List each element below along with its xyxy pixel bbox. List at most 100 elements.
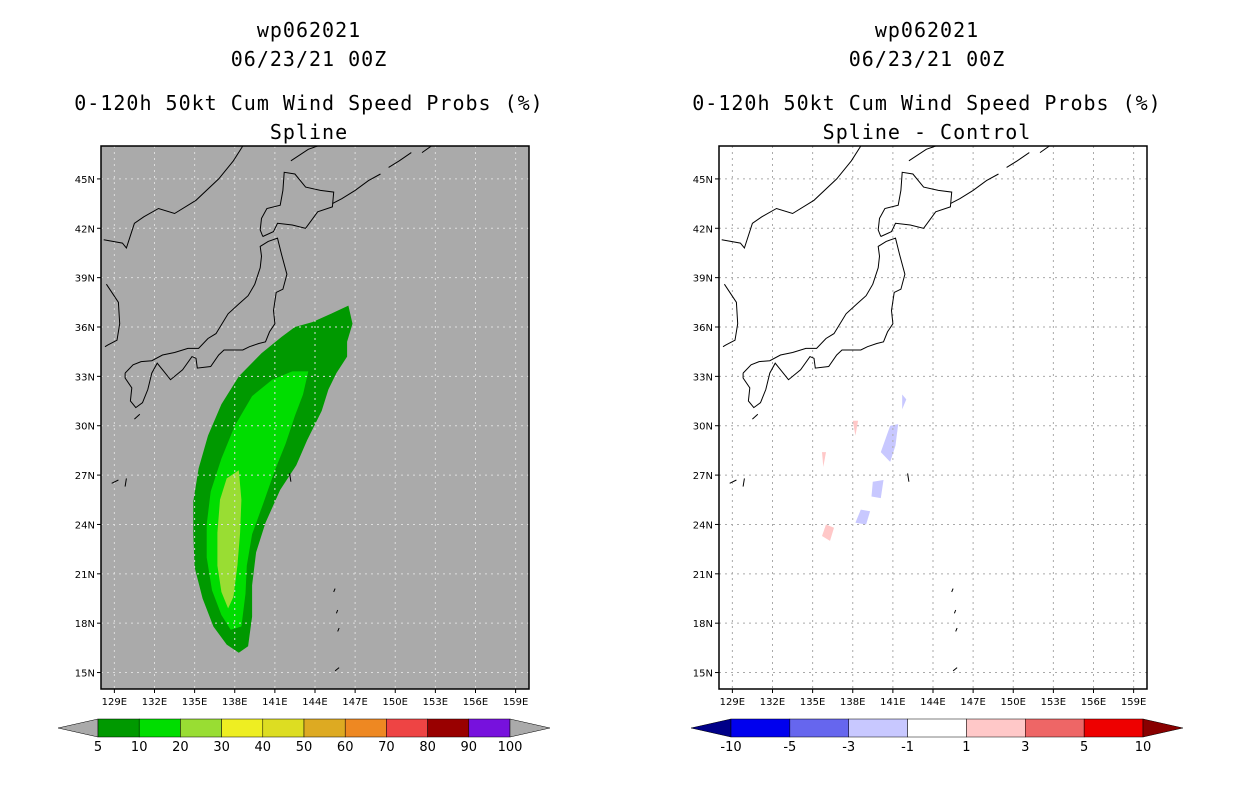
coastline [722,283,739,348]
colorbar-swatch [468,718,511,738]
colorbar-swatch [303,718,346,738]
probability-contour-1-3 [852,420,859,436]
colorbar-label: 10 [131,740,148,755]
colorbar-swatch [1083,718,1144,738]
colorbar-swatch [789,718,849,738]
colorbar-swatch [221,718,264,738]
colorbar-label: 40 [255,740,272,755]
colorbar-swatch [730,718,791,738]
y-tick-label: 42N [75,224,95,235]
colorbar-swatch [427,718,470,738]
colorbar-swatch [344,718,387,738]
colorbar-label: 30 [213,740,230,755]
y-tick-label: 18N [693,619,713,630]
coastline [104,283,121,348]
x-tick-label: 129E [102,697,127,708]
colorbar-swatch [966,718,1026,738]
y-tick-label: 27N [75,471,95,482]
coastline [877,171,953,237]
colorbar-high-arrow [1142,718,1184,738]
y-tick-label: 30N [75,422,95,433]
colorbar-swatch [138,718,181,738]
coastline [388,152,412,168]
y-tick-label: 39N [693,274,713,285]
x-tick-label: 150E [383,697,408,708]
y-tick-label: 36N [75,323,95,334]
y-tick-label: 33N [75,372,95,383]
colorbar-swatch [97,718,140,738]
coastline [941,691,945,696]
x-tick-label: 129E [720,697,745,708]
x-tick-label: 150E [1001,697,1026,708]
coastline [124,237,288,409]
y-tick-label: 21N [75,570,95,581]
chart-title-model: Spline - Control [822,120,1032,144]
chart-title-product: 0-120h 50kt Cum Wind Speed Probs (%) [692,91,1162,115]
colorbar-label: -3 [842,740,855,755]
chart-title-product: 0-120h 50kt Cum Wind Speed Probs (%) [74,91,544,115]
colorbar-low-arrow [57,718,99,738]
x-tick-label: 141E [880,697,905,708]
coastline [332,173,381,205]
x-tick-label: 156E [463,697,488,708]
colorbar-swatch [262,718,305,738]
coastline [290,146,318,162]
y-tick-label: 21N [693,570,713,581]
colorbar-label: 90 [461,740,478,755]
x-tick-label: 153E [423,697,448,708]
coastline [742,478,745,487]
coastline [908,146,936,162]
colorbar-label: 10 [1135,740,1152,755]
colorbar-label: -1 [901,740,914,755]
probability-contour--3--1 [902,394,907,410]
x-tick-label: 147E [342,697,367,708]
colorbar-label: 70 [378,740,395,755]
colorbar-label: -10 [720,740,741,755]
coastline [335,609,339,614]
y-tick-label: 24N [693,520,713,531]
x-tick-label: 144E [302,697,327,708]
colorbar-label: 5 [94,740,102,755]
x-tick-label: 159E [503,697,528,708]
colorbar-label: 50 [296,740,313,755]
x-tick-label: 141E [262,697,287,708]
x-tick-label: 132E [760,697,785,708]
coastline [951,588,954,593]
x-tick-label: 138E [840,697,865,708]
plot-area [719,146,1147,696]
coastline [752,413,759,420]
coastline [1006,152,1030,168]
colorbar-label: -5 [783,740,796,755]
coastline [289,473,292,482]
probability-contour--3--1 [871,480,884,499]
y-tick-label: 45N [693,175,713,186]
coastline [337,627,340,632]
probability-contour-1-3 [822,524,834,541]
chart-panel-difference: wp062021 06/23/21 00Z 0-120h 50kt Cum Wi… [618,0,1236,800]
coastline [1039,146,1050,154]
probability-contour-20-30 [217,470,242,609]
x-tick-label: 132E [142,697,167,708]
coastline [323,691,327,696]
map-chart-spline: 129E 132E 135E 138E 141E 144E 147E 150E 153E 156E… [57,145,551,755]
probability-contour-1-3 [822,452,826,467]
y-tick-label: 18N [75,619,95,630]
coastline [955,627,958,632]
chart-title-model: Spline [269,120,349,144]
coastline [742,237,906,409]
colorbar-swatch [907,718,967,738]
coastline [134,413,141,420]
coastline [952,667,958,672]
chart-title-datetime: 06/23/21 00Z [230,47,388,71]
colorbar-label: 20 [172,740,189,755]
y-tick-label: 33N [693,372,713,383]
chart-panel-spline: wp062021 06/23/21 00Z 0-120h 50kt Cum Wi… [57,18,551,755]
coastline [111,479,119,484]
colorbar-label: 3 [1021,740,1029,755]
y-tick-label: 45N [75,175,95,186]
x-tick-label: 138E [222,697,247,708]
x-tick-label: 144E [920,697,945,708]
coastline [721,146,862,250]
colorbar-label: 5 [1080,740,1088,755]
x-tick-label: 156E [1081,697,1106,708]
